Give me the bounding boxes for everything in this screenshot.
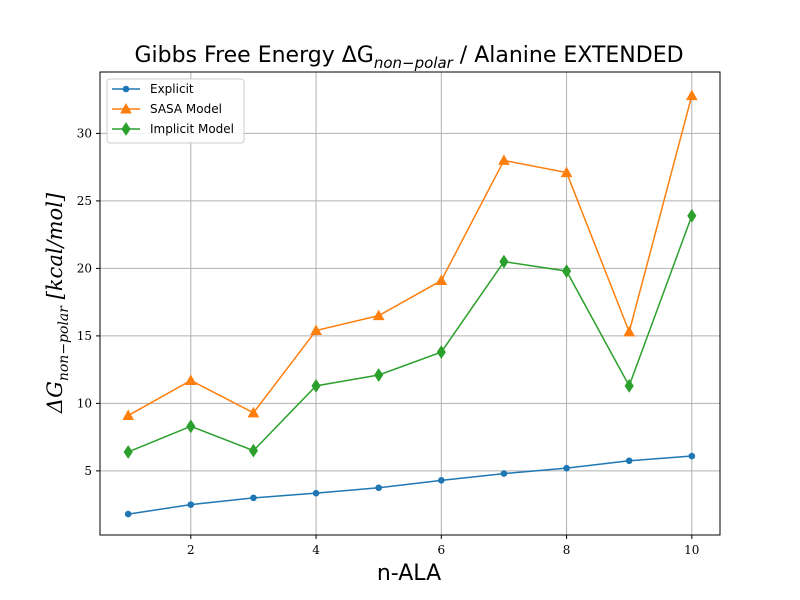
data-point-explicit: [375, 484, 382, 492]
y-tick-label: 30: [77, 126, 92, 140]
series-line-explicit: [128, 455, 692, 515]
data-point-sasa-model: [623, 325, 636, 337]
chart-title-prefix: Gibbs Free Energy ΔG: [134, 43, 373, 68]
data-point-sasa-model: [310, 324, 322, 335]
data-point-sasa-model: [498, 154, 510, 165]
legend-box: [106, 78, 245, 144]
data-point-explicit: [625, 457, 633, 465]
data-point-explicit: [187, 501, 195, 508]
chart-title-suffix: / Alanine EXTENDED: [453, 43, 684, 68]
series-line-sasa-model: [127, 95, 693, 417]
chart-title-subscript: non−polar: [374, 54, 454, 72]
data-point-implicit-model: [687, 208, 697, 223]
x-tick-label: 10: [684, 543, 699, 557]
plot-frame: [99, 71, 721, 536]
data-point-implicit-model: [561, 264, 572, 279]
series-implicit-model: [123, 208, 697, 459]
data-point-sasa-model: [247, 406, 260, 418]
legend-label-sasa-model: SASA Model: [150, 102, 222, 116]
data-point-sasa-model: [184, 374, 197, 385]
legend-marker-sasa-model: [120, 102, 132, 114]
series-line-implicit-model: [127, 215, 693, 453]
data-point-explicit: [438, 477, 445, 484]
data-point-implicit-model: [248, 443, 259, 458]
data-point-explicit: [563, 464, 570, 472]
y-axis-label-prefix: ΔG: [43, 381, 67, 414]
chart-title: Gibbs Free Energy ΔGnon−polar / Alanine …: [134, 43, 683, 72]
data-point-implicit-model: [123, 445, 133, 459]
data-point-sasa-model: [560, 166, 573, 178]
x-tick-label: 8: [563, 543, 571, 557]
y-tick-label: 25: [77, 194, 92, 208]
data-point-implicit-model: [374, 368, 384, 382]
y-tick-label: 5: [84, 464, 92, 478]
series-sasa-model: [122, 89, 698, 421]
legend-marker-explicit: [122, 85, 130, 93]
data-point-explicit: [312, 489, 320, 497]
y-tick-label: 20: [77, 261, 92, 275]
y-axis-label-subscript: non−polar: [56, 305, 72, 381]
data-point-sasa-model: [372, 309, 385, 321]
data-point-explicit: [124, 510, 132, 518]
legend-marker-implicit-model: [121, 122, 131, 136]
legend-label-implicit-model: Implicit Model: [150, 122, 234, 136]
data-point-sasa-model: [435, 274, 448, 286]
data-point-implicit-model: [436, 345, 446, 359]
x-tick-label: 2: [187, 543, 195, 557]
data-point-explicit: [688, 452, 696, 460]
data-point-explicit: [500, 470, 508, 477]
data-point-sasa-model: [122, 409, 135, 421]
tick-layer: 2 4 6 8 10 5 10 15 20 25 30: [77, 126, 700, 557]
data-point-implicit-model: [186, 419, 196, 434]
data-point-implicit-model: [624, 378, 634, 393]
y-axis-label: ΔGnon−polar [kcal/mol]: [43, 192, 72, 414]
data-point-explicit: [250, 494, 257, 502]
y-axis-label-suffix: [kcal/mol]: [43, 192, 67, 306]
legend-label-explicit: Explicit: [150, 82, 194, 96]
data-point-sasa-model: [685, 89, 698, 101]
grid-layer: [100, 72, 720, 535]
y-tick-label: 15: [77, 329, 92, 343]
x-tick-label: 6: [437, 543, 445, 557]
data-point-implicit-model: [499, 254, 509, 269]
series-layer: [122, 89, 698, 518]
data-point-implicit-model: [311, 378, 321, 393]
x-axis-label: n-ALA: [377, 561, 441, 586]
series-explicit: [124, 452, 696, 518]
y-tick-label: 10: [77, 396, 92, 410]
legend: Explicit SASA Model Implicit Model: [106, 78, 245, 144]
x-tick-label: 4: [312, 543, 320, 557]
